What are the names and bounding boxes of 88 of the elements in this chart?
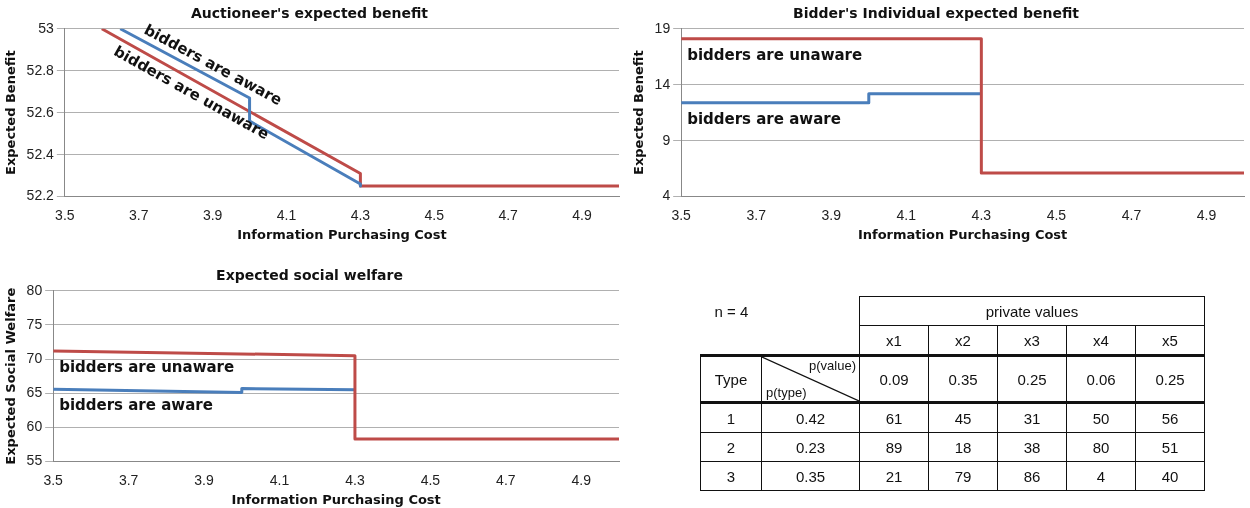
x-tick-label: 4.5 [420, 471, 441, 488]
text: 89 [859, 432, 929, 462]
x-tick-label: 4.3 [345, 471, 365, 488]
text: 38 [997, 432, 1067, 462]
text: x4 [1066, 325, 1136, 356]
y-tick-label: 52.4 [26, 145, 55, 162]
text: 4 [1066, 461, 1136, 491]
y-tick-label: 9 [662, 131, 671, 148]
x-tick-label: 3.7 [118, 471, 139, 488]
y-tick-label: 14 [654, 75, 671, 92]
text: n = 4 [713, 301, 750, 322]
series-label: bidders are aware [59, 396, 213, 415]
text: 79 [928, 461, 998, 491]
text: 2 [700, 432, 762, 462]
text: x5 [1135, 325, 1205, 356]
x-tick-label: 4.3 [971, 206, 992, 223]
chart-title: Auctioneer's expected benefit [190, 5, 429, 22]
x-tick-label: 4.7 [498, 206, 519, 223]
y-tick-label: 80 [26, 281, 43, 298]
text: Type [700, 355, 762, 403]
text: 0.09 [859, 355, 929, 403]
y-tick-label: 75 [26, 315, 43, 332]
text: 21 [859, 461, 929, 491]
text: 3 [700, 461, 762, 491]
y-axis-title: Expected Benefit [631, 50, 647, 175]
text: p(type) [766, 385, 807, 400]
text: 40 [1135, 461, 1205, 491]
y-tick-label: 4 [662, 187, 671, 204]
x-tick-label: 4.1 [269, 471, 290, 488]
text: 0.42 [761, 402, 860, 433]
x-axis-title: Information Purchasing Cost [231, 491, 441, 507]
x-tick-label: 3.9 [821, 206, 842, 223]
x-axis-title: Information Purchasing Cost [237, 226, 447, 242]
y-tick-label: 52.6 [26, 103, 55, 120]
text: 51 [1135, 432, 1205, 462]
x-tick-label: 3.7 [129, 206, 149, 223]
y-axis-title: Expected Benefit [3, 50, 19, 175]
x-tick-label: 3.5 [43, 471, 64, 488]
text: 0.25 [1135, 355, 1205, 403]
x-tick-label: 3.5 [55, 206, 75, 223]
x-tick-label: 4.3 [350, 206, 371, 223]
x-tick-label: 4.9 [572, 206, 592, 223]
x-tick-label: 3.5 [671, 206, 692, 223]
y-tick-label: 52.2 [26, 187, 55, 204]
series-label: bidders are unaware [687, 45, 863, 64]
y-tick-label: 65 [26, 384, 43, 401]
text: x1 [859, 325, 929, 356]
text: 61 [859, 402, 929, 433]
text: 80 [1066, 432, 1136, 462]
series-label: bidders are aware [687, 109, 841, 128]
text: 0.23 [761, 432, 860, 462]
y-tick-label: 60 [26, 418, 43, 435]
y-tick-label: 53 [38, 19, 55, 36]
text: 56 [1135, 402, 1205, 433]
series-label: bidders are unaware [59, 357, 235, 376]
text: 86 [997, 461, 1067, 491]
chart-title: Expected social welfare [216, 267, 403, 284]
text: p(value) [809, 358, 856, 373]
text: 18 [928, 432, 998, 462]
y-tick-label: 70 [26, 349, 43, 366]
y-tick-label: 52.8 [26, 61, 55, 78]
text: x2 [928, 325, 998, 356]
text: 0.35 [761, 461, 860, 491]
x-tick-label: 4.7 [1121, 206, 1142, 223]
x-tick-label: 4.9 [1196, 206, 1217, 223]
x-tick-label: 4.5 [1046, 206, 1067, 223]
x-tick-label: 4.1 [276, 206, 297, 223]
text: 0.06 [1066, 355, 1136, 403]
text: x3 [997, 325, 1067, 356]
y-tick-label: 55 [26, 452, 43, 469]
text: 0.25 [997, 355, 1067, 403]
text: 0.35 [928, 355, 998, 403]
x-tick-label: 4.7 [496, 471, 516, 488]
x-tick-label: 4.5 [424, 206, 445, 223]
x-tick-label: 3.7 [746, 206, 767, 223]
text: private values [859, 296, 1205, 326]
x-tick-label: 4.9 [571, 471, 592, 488]
x-axis-title: Information Purchasing Cost [857, 226, 1068, 242]
text: 50 [1066, 402, 1136, 433]
y-axis-title: Expected Social Welfare [3, 287, 19, 465]
y-tick-label: 19 [654, 19, 671, 36]
text: 31 [997, 402, 1067, 433]
x-tick-label: 3.9 [194, 471, 214, 488]
chart-title: Bidder's Individual expected benefit [793, 5, 1080, 22]
text: 45 [928, 402, 998, 433]
text: 1 [700, 402, 762, 433]
x-tick-label: 3.9 [202, 206, 223, 223]
x-tick-label: 4.1 [896, 206, 917, 223]
